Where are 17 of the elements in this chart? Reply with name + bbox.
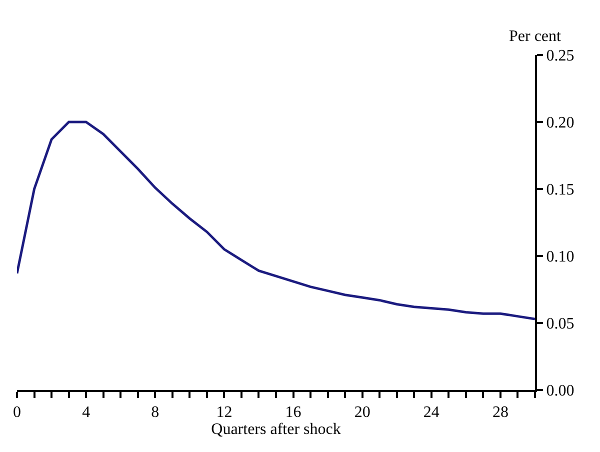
- x-tick-label: 28: [492, 404, 508, 422]
- x-tick-label: 24: [423, 404, 440, 422]
- y-tick-label: 0.10: [546, 248, 574, 266]
- y-tick-label: 0.25: [546, 48, 574, 65]
- x-tick-label: 4: [82, 404, 90, 422]
- y-axis-title: Per cent: [509, 28, 562, 45]
- line-series: [17, 120, 535, 320]
- x-tick-label: 0: [13, 404, 21, 422]
- y-tick-label: 0.00: [546, 382, 574, 400]
- y-tick-label: 0.05: [546, 316, 574, 333]
- y-tick-label: 0.20: [546, 114, 574, 132]
- x-tick-label: 16: [285, 404, 302, 422]
- x-tick-label: 8: [151, 404, 160, 422]
- x-tick-label: 20: [354, 404, 370, 422]
- x-axis-title: Quarters after shock: [211, 421, 341, 438]
- x-tick-label: 12: [216, 404, 232, 422]
- y-tick-label: 0.15: [546, 182, 574, 199]
